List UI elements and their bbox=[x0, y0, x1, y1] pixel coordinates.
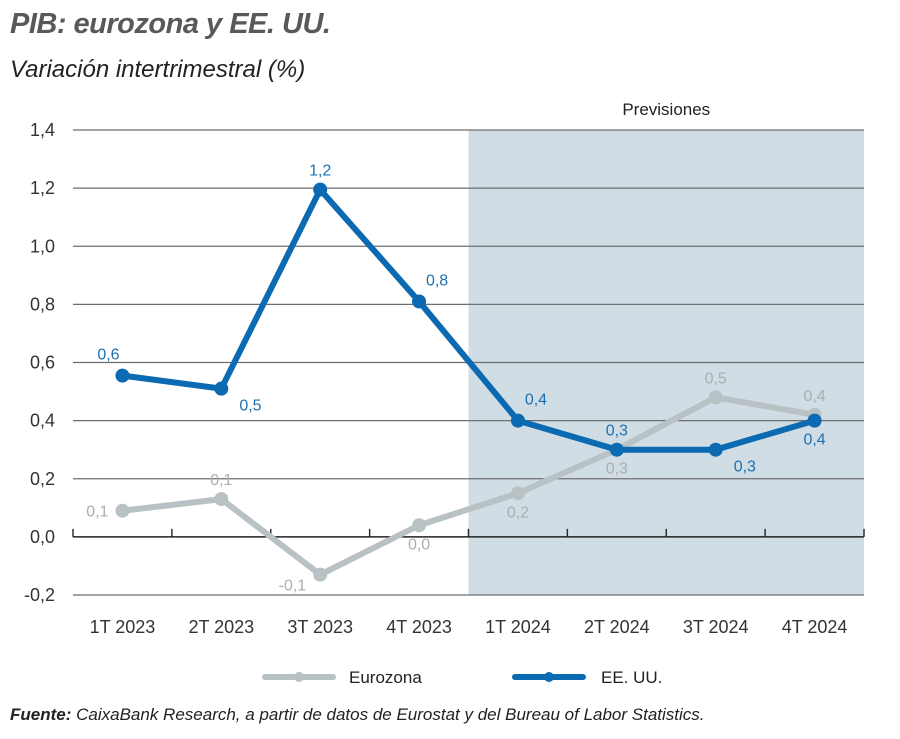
data-label-eurozona: 0,2 bbox=[507, 504, 529, 521]
y-tick-label: -0,2 bbox=[24, 585, 55, 605]
y-tick-label: 1,2 bbox=[30, 178, 55, 198]
source-text: CaixaBank Research, a partir de datos de… bbox=[71, 705, 705, 724]
y-tick-label: 0,6 bbox=[30, 353, 55, 373]
data-label-eeuu: 0,3 bbox=[734, 459, 756, 476]
y-tick-label: 1,0 bbox=[30, 236, 55, 256]
data-point-eeuu bbox=[313, 182, 328, 197]
legend-marker-eeuu bbox=[544, 672, 554, 682]
data-label-eurozona: 0,1 bbox=[86, 504, 108, 521]
data-point-eeuu bbox=[214, 381, 229, 396]
data-point-eeuu bbox=[412, 294, 427, 309]
series-line-eurozona bbox=[122, 394, 816, 578]
data-label-eeuu: 0,8 bbox=[426, 272, 448, 289]
chart-subtitle: Variación intertrimestral (%) bbox=[10, 56, 306, 83]
x-tick-label: 4T 2024 bbox=[782, 617, 848, 637]
source-note: Fuente: CaixaBank Research, a partir de … bbox=[10, 705, 705, 725]
forecast-label: Previsiones bbox=[622, 100, 710, 119]
data-label-eurozona: 0,0 bbox=[408, 536, 430, 553]
data-label-eurozona: 0,4 bbox=[803, 388, 825, 405]
x-tick-label: 2T 2024 bbox=[584, 617, 650, 637]
y-tick-label: 0,4 bbox=[30, 411, 55, 431]
data-point-eurozona bbox=[708, 390, 723, 405]
data-point-eeuu bbox=[510, 413, 525, 428]
data-label-eeuu: 0,4 bbox=[525, 392, 547, 409]
data-label-eurozona: -0,1 bbox=[279, 578, 307, 595]
y-tick-label: 0,8 bbox=[30, 294, 55, 314]
x-tick-label: 1T 2023 bbox=[90, 617, 156, 637]
chart-title: PIB: eurozona y EE. UU. bbox=[10, 8, 331, 40]
data-label-eurozona: 0,1 bbox=[210, 472, 232, 489]
data-point-eeuu bbox=[708, 442, 723, 457]
data-label-eurozona: 0,3 bbox=[606, 461, 628, 478]
data-point-eurozona bbox=[115, 503, 130, 518]
y-tick-label: 0,0 bbox=[30, 527, 55, 547]
legend-label-eurozona: Eurozona bbox=[349, 668, 422, 687]
legend-marker-eurozona bbox=[294, 672, 304, 682]
data-label-eeuu: 0,4 bbox=[803, 432, 825, 449]
y-tick-label: 1,4 bbox=[30, 120, 55, 140]
data-point-eurozona bbox=[313, 567, 328, 582]
x-tick-label: 2T 2023 bbox=[188, 617, 254, 637]
data-point-eurozona bbox=[214, 492, 229, 507]
x-tick-label: 1T 2024 bbox=[485, 617, 551, 637]
y-tick-label: 0,2 bbox=[30, 469, 55, 489]
data-label-eeuu: 0,3 bbox=[606, 423, 628, 440]
data-point-eurozona bbox=[412, 518, 427, 533]
x-tick-label: 3T 2023 bbox=[287, 617, 353, 637]
data-point-eeuu bbox=[807, 413, 822, 428]
source-label: Fuente: bbox=[10, 705, 72, 724]
data-label-eeuu: 0,6 bbox=[97, 347, 119, 364]
x-tick-label: 3T 2024 bbox=[683, 617, 749, 637]
data-point-eeuu bbox=[609, 442, 624, 457]
data-label-eeuu: 1,2 bbox=[309, 163, 331, 180]
data-label-eurozona: 0,5 bbox=[705, 370, 727, 387]
legend-label-eeuu: EE. UU. bbox=[601, 668, 662, 687]
series-line-eeuu bbox=[122, 186, 816, 453]
x-tick-label: 4T 2023 bbox=[386, 617, 452, 637]
data-point-eurozona bbox=[510, 486, 525, 501]
data-label-eeuu: 0,5 bbox=[239, 398, 261, 415]
data-point-eeuu bbox=[115, 368, 130, 383]
